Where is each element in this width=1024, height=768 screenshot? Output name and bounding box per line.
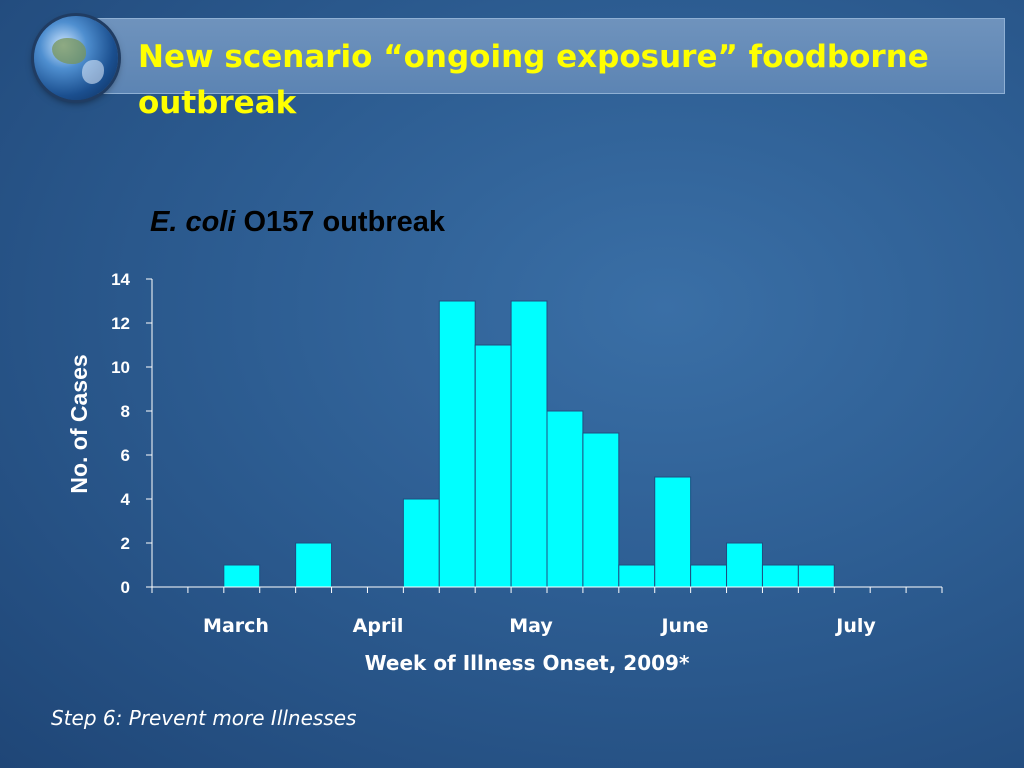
month-label: July bbox=[834, 615, 876, 637]
bar bbox=[223, 564, 261, 588]
y-tick-label: 12 bbox=[111, 314, 130, 333]
y-tick-label: 14 bbox=[111, 270, 130, 289]
bar bbox=[690, 564, 728, 588]
chart-title-organism: E. coli bbox=[150, 206, 236, 238]
bar bbox=[295, 542, 333, 588]
x-axis: March April May June July bbox=[151, 586, 943, 637]
chart-title-rest: O157 outbreak bbox=[243, 206, 445, 238]
bar bbox=[797, 564, 835, 588]
y-tick-label: 8 bbox=[121, 402, 130, 421]
y-tick-label: 0 bbox=[121, 578, 130, 597]
bar bbox=[582, 432, 620, 588]
bar bbox=[761, 564, 799, 588]
slide-title: New scenario “ongoing exposure” foodborn… bbox=[138, 39, 929, 121]
title-band bbox=[95, 18, 1005, 94]
y-axis-label: No. of Cases bbox=[66, 354, 92, 493]
chart-title: E. coli O157 outbreak bbox=[150, 206, 445, 239]
y-tick-label: 2 bbox=[121, 534, 130, 553]
x-axis-label: Week of Illness Onset, 2009* bbox=[365, 651, 690, 675]
y-tick-label: 6 bbox=[121, 446, 130, 465]
bars bbox=[223, 300, 835, 588]
month-label: March bbox=[203, 615, 269, 637]
footer-note: Step 6: Prevent more Illnesses bbox=[51, 706, 357, 730]
y-tick-label: 4 bbox=[121, 490, 131, 509]
y-axis: 0 2 4 6 8 10 12 14 bbox=[111, 270, 153, 597]
bar bbox=[402, 498, 440, 588]
bar bbox=[546, 410, 584, 588]
bar bbox=[510, 300, 548, 588]
y-tick-label: 10 bbox=[111, 358, 130, 377]
bar bbox=[618, 564, 656, 588]
month-label: April bbox=[353, 615, 404, 637]
globe-icon bbox=[34, 16, 118, 100]
bar bbox=[726, 542, 763, 588]
month-label: May bbox=[509, 615, 553, 637]
bar bbox=[438, 300, 476, 588]
month-label: June bbox=[659, 615, 708, 637]
bar bbox=[654, 476, 692, 588]
bar bbox=[474, 344, 512, 588]
